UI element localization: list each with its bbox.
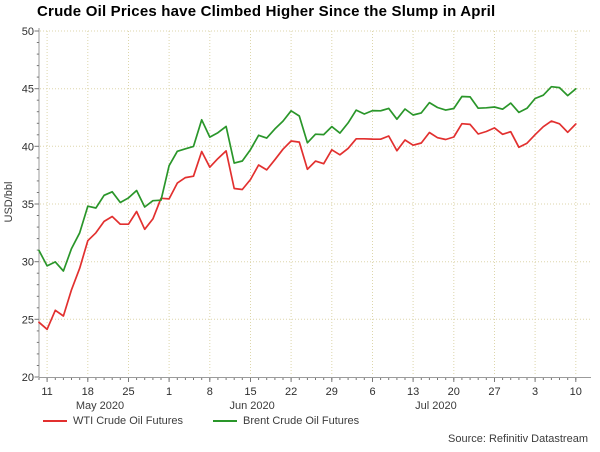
svg-text:30: 30 — [22, 257, 34, 269]
svg-text:Jul 2020: Jul 2020 — [415, 400, 457, 412]
gridlines — [40, 30, 591, 376]
svg-text:11: 11 — [41, 386, 52, 398]
svg-text:1: 1 — [166, 386, 172, 398]
svg-text:35: 35 — [22, 199, 34, 211]
wti-line-swatch-icon — [43, 420, 67, 422]
source-credit: Source: Refinitiv Datastream — [448, 433, 588, 445]
svg-text:18: 18 — [82, 386, 94, 398]
svg-text:29: 29 — [326, 386, 338, 398]
tick-marks — [34, 30, 577, 382]
chart-title: Crude Oil Prices have Climbed Higher Sin… — [37, 3, 496, 20]
svg-text:10: 10 — [570, 386, 582, 398]
wti-legend-label: WTI Crude Oil Futures — [73, 415, 184, 427]
svg-text:6: 6 — [369, 386, 375, 398]
svg-text:3: 3 — [532, 386, 538, 398]
svg-text:25: 25 — [122, 386, 134, 398]
wti-price-line — [38, 120, 577, 331]
svg-text:May 2020: May 2020 — [76, 400, 124, 412]
svg-text:27: 27 — [488, 386, 500, 398]
brent-price-line — [38, 85, 577, 272]
svg-text:15: 15 — [244, 386, 256, 398]
legend-item-wti: WTI Crude Oil Futures — [43, 414, 183, 428]
svg-text:8: 8 — [207, 386, 213, 398]
svg-text:20: 20 — [448, 386, 460, 398]
svg-text:13: 13 — [407, 386, 419, 398]
svg-text:50: 50 — [22, 26, 34, 38]
axes — [38, 28, 591, 378]
svg-text:25: 25 — [22, 314, 34, 326]
x-axis-tick-labels: 11 18 25 1 8 15 22 29 6 13 20 27 3 10 — [41, 386, 582, 398]
svg-text:40: 40 — [22, 141, 34, 153]
y-axis-tick-labels: 20 25 30 35 40 45 50 — [22, 26, 34, 384]
svg-text:22: 22 — [285, 386, 297, 398]
brent-legend-label: Brent Crude Oil Futures — [243, 415, 360, 427]
svg-text:Jun 2020: Jun 2020 — [229, 400, 274, 412]
svg-text:20: 20 — [22, 372, 34, 384]
svg-text:45: 45 — [22, 84, 34, 96]
legend-item-brent: Brent Crude Oil Futures — [213, 414, 359, 428]
brent-line-swatch-icon — [213, 420, 237, 422]
month-labels: May 2020 Jun 2020 Jul 2020 — [76, 400, 457, 412]
